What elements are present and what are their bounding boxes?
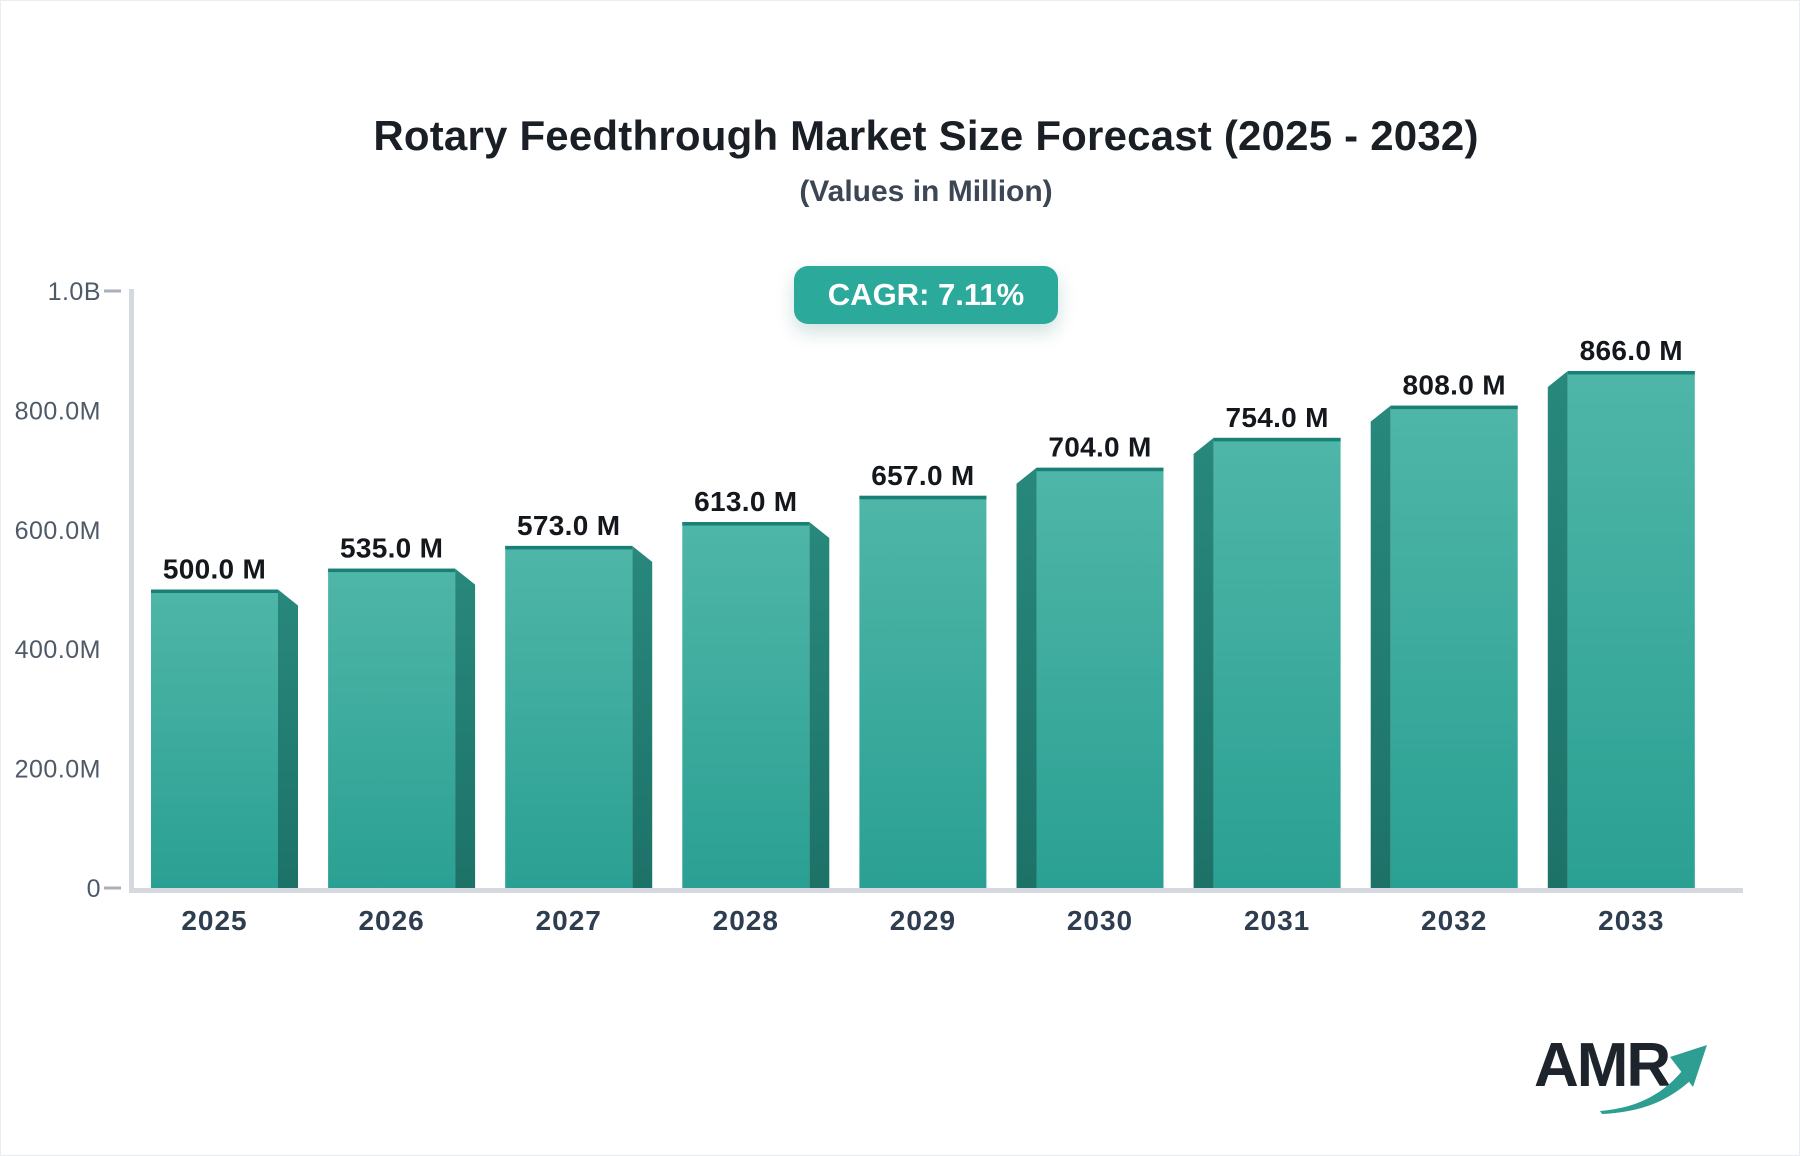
bar-value-label: 754.0 M xyxy=(1225,402,1328,433)
bar-face xyxy=(682,522,810,888)
bar-side-face xyxy=(278,589,298,888)
y-axis-label-600.0M: 600.0M xyxy=(15,517,101,545)
y-axis-label-0: 0 xyxy=(87,875,101,903)
amr-logo: AMR xyxy=(1526,1033,1726,1123)
bar-group-2032: 808.0 M 2032 xyxy=(1370,370,1518,936)
chart-title: Rotary Feedthrough Market Size Forecast … xyxy=(373,112,1479,159)
bar-group-2031: 754.0 M 2031 xyxy=(1193,402,1341,936)
y-axis-tick xyxy=(104,289,121,293)
cagr-badge: CAGR: 7.11% xyxy=(793,266,1059,324)
x-axis-label: 2033 xyxy=(1598,905,1664,936)
bar-group-2025: 500.0 M 2025 xyxy=(151,554,298,936)
bar-group-2030: 704.0 M 2030 xyxy=(1016,432,1164,936)
bar-side-face xyxy=(632,545,653,888)
bar-top-edge xyxy=(682,522,810,526)
x-axis-label: 2026 xyxy=(358,905,424,936)
axes-layer: 0 200.0M 400.0M 600.0M 800.0M 1.0B xyxy=(15,278,1743,903)
bar-side-face xyxy=(1193,437,1214,888)
bar-group-2029: 657.0 M 2029 xyxy=(859,460,987,936)
amr-logo-text: AMR xyxy=(1534,1031,1671,1100)
x-axis-line xyxy=(129,888,1743,893)
bar-group-2028: 613.0 M 2028 xyxy=(682,486,830,936)
y-axis-label-1.0B: 1.0B xyxy=(48,278,101,306)
chart-subtitle: (Values in Million) xyxy=(799,175,1053,208)
bar-value-label: 535.0 M xyxy=(340,533,443,564)
bar-top-edge xyxy=(859,495,987,500)
bar-face xyxy=(859,495,987,888)
bar-side-face xyxy=(809,522,830,888)
bar-top-edge xyxy=(1213,437,1341,442)
x-axis-label: 2025 xyxy=(181,905,247,936)
x-axis-label: 2027 xyxy=(536,905,602,936)
bar-face xyxy=(328,568,456,888)
bar-group-2033: 866.0 M 2033 xyxy=(1547,335,1695,936)
chart-header: Rotary Feedthrough Market Size Forecast … xyxy=(51,1,1799,324)
y-axis-label-800.0M: 800.0M xyxy=(15,397,101,425)
y-axis-label-200.0M: 200.0M xyxy=(15,756,101,784)
bars-layer: 500.0 M 2025 535.0 M 2026 573.0 M 2027 613.0 M… xyxy=(151,335,1695,936)
bar-top-edge xyxy=(1567,370,1695,375)
bar-face xyxy=(1213,437,1341,888)
arrow-head xyxy=(1670,1045,1707,1087)
bar-value-label: 573.0 M xyxy=(517,510,620,541)
y-axis-label-400.0M: 400.0M xyxy=(15,636,101,664)
bar-top-edge xyxy=(1036,467,1164,472)
x-axis-label: 2030 xyxy=(1067,905,1133,936)
bar-top-edge xyxy=(151,589,278,593)
bar-face xyxy=(151,589,278,888)
y-axis-tick xyxy=(104,886,121,890)
x-axis-label: 2029 xyxy=(890,905,956,936)
bar-face xyxy=(505,545,633,888)
x-axis-label: 2028 xyxy=(713,905,779,936)
bar-group-2027: 573.0 M 2027 xyxy=(505,510,653,936)
bar-side-face xyxy=(1370,405,1391,888)
bar-face xyxy=(1390,405,1518,888)
bar-side-face xyxy=(1547,370,1568,888)
bar-value-label: 866.0 M xyxy=(1580,335,1683,366)
x-axis-label: 2032 xyxy=(1421,905,1487,936)
bar-top-edge xyxy=(1390,405,1518,410)
y-axis-line xyxy=(129,289,134,893)
x-axis-label: 2031 xyxy=(1244,905,1310,936)
bar-face xyxy=(1567,370,1695,888)
bar-top-edge xyxy=(328,568,456,573)
bar-value-label: 657.0 M xyxy=(871,460,974,491)
bar-face xyxy=(1036,467,1164,888)
bar-value-label: 500.0 M xyxy=(163,554,266,585)
growth-arrow-icon xyxy=(1600,1045,1707,1114)
bar-value-label: 613.0 M xyxy=(694,486,797,517)
bar-side-face xyxy=(455,568,476,888)
bar-group-2026: 535.0 M 2026 xyxy=(328,533,476,936)
bar-value-label: 808.0 M xyxy=(1403,370,1506,401)
bar-side-face xyxy=(1016,467,1037,888)
arrow-swoosh xyxy=(1600,1071,1691,1114)
bar-value-label: 704.0 M xyxy=(1048,432,1151,463)
bar-top-edge xyxy=(505,545,633,550)
